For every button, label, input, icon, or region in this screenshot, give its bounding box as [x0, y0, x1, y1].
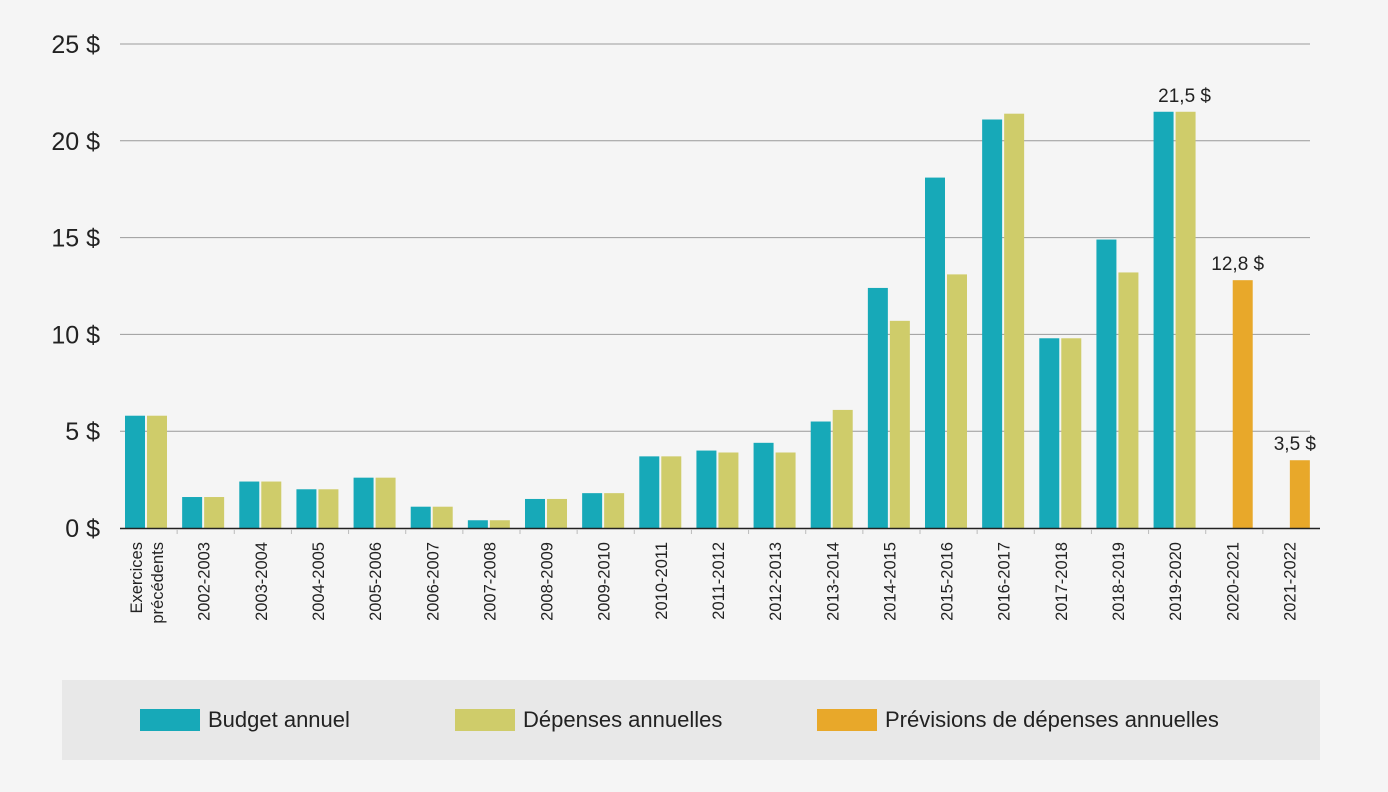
bar-budget — [239, 481, 260, 528]
x-tick-label: 2009-2010 — [596, 542, 614, 621]
legend: Budget annuel Dépenses annuelles Prévisi… — [62, 680, 1320, 760]
x-tick-label: 2016-2017 — [996, 542, 1014, 621]
bar-budget — [353, 477, 374, 528]
x-tick-label: 2006-2007 — [424, 542, 442, 621]
legend-label-budget: Budget annuel — [208, 707, 350, 732]
legend-label-previsions: Prévisions de dépenses annuelles — [885, 707, 1219, 732]
bar-previsions — [1289, 460, 1310, 528]
bar-budget — [582, 493, 603, 528]
bar-budget — [1096, 239, 1117, 528]
bar-depenses — [604, 493, 625, 528]
bar-budget — [410, 506, 431, 528]
legend-swatch-budget — [140, 709, 200, 731]
bar-depenses — [547, 498, 567, 528]
x-tick-label: Exercices précédents — [128, 542, 167, 624]
y-tick-label: 20 $ — [51, 128, 100, 156]
x-tick-label: 2002-2003 — [196, 542, 214, 621]
y-tick-label: 5 $ — [65, 418, 100, 446]
x-tick-label: 2003-2004 — [253, 542, 271, 621]
bar-budget — [867, 287, 888, 528]
bar-budget — [467, 520, 488, 528]
legend-swatch-previsions — [817, 709, 877, 731]
bar-budget — [1153, 111, 1174, 528]
bar-depenses — [1004, 113, 1025, 529]
x-tick-label: 2021-2022 — [1281, 542, 1299, 621]
x-tick-label: 2011-2012 — [710, 542, 728, 620]
bar-depenses — [661, 456, 682, 528]
bar-depenses — [489, 520, 510, 528]
bar-depenses — [147, 415, 167, 528]
x-tick-label: 2018-2019 — [1110, 542, 1128, 621]
bar-depenses — [889, 320, 910, 528]
x-tick-label: 2010-2011 — [653, 542, 671, 620]
x-tick-label: 2019-2020 — [1167, 542, 1185, 621]
bar-depenses — [204, 497, 225, 528]
bar-depenses — [432, 506, 453, 528]
x-tick-label: 2005-2006 — [367, 542, 385, 621]
data-label: 3,5 $ — [1274, 434, 1317, 455]
bar-budget — [982, 119, 1003, 528]
bar-depenses — [947, 274, 967, 528]
bar-budget — [182, 497, 203, 528]
y-tick-label: 15 $ — [51, 225, 100, 253]
legend-swatch-depenses — [455, 709, 515, 731]
legend-item-depenses: Dépenses annuelles — [455, 707, 723, 732]
bar-depenses — [375, 477, 396, 528]
bar-depenses — [1175, 111, 1196, 528]
x-tick-label: 2020-2021 — [1224, 542, 1242, 621]
y-tick-label: 0 $ — [65, 515, 100, 543]
bar-depenses — [832, 409, 853, 528]
bar-budget — [753, 442, 774, 528]
y-tick-label: 25 $ — [51, 31, 100, 59]
x-tick-label: 2013-2014 — [824, 542, 842, 621]
x-tick-label: 2015-2016 — [939, 542, 957, 621]
x-tick-label: 2004-2005 — [310, 542, 328, 621]
bar-chart: 0 $ 5 $ 10 $ 15 $ 20 $ 25 $ Exercices précédent… — [51, 31, 1320, 624]
bar-budget — [525, 498, 545, 528]
bar-budget — [639, 456, 660, 528]
x-tick-label: 2017-2018 — [1053, 542, 1071, 621]
bar-depenses — [261, 481, 282, 528]
x-tick-label: 2007-2008 — [481, 542, 499, 621]
x-tick-label: 2008-2009 — [539, 542, 557, 621]
bar-budget — [810, 421, 831, 528]
legend-item-previsions: Prévisions de dépenses annuelles — [817, 707, 1219, 732]
bar-budget — [296, 489, 317, 528]
y-tick-label: 10 $ — [51, 321, 100, 349]
bar-depenses — [775, 452, 796, 528]
bar-depenses — [718, 452, 739, 528]
x-tick-label: 2012-2013 — [767, 542, 785, 621]
legend-label-depenses: Dépenses annuelles — [523, 707, 723, 732]
data-label: 12,8 $ — [1211, 254, 1264, 275]
bar-depenses — [1061, 338, 1082, 528]
bar-previsions — [1232, 280, 1253, 528]
legend-item-budget: Budget annuel — [140, 707, 350, 732]
x-tick-label: 2014-2015 — [881, 542, 899, 621]
bar-budget — [696, 450, 717, 528]
bar-budget — [1039, 338, 1060, 528]
bar-depenses — [1118, 272, 1139, 528]
bar-budget — [925, 177, 945, 529]
bar-budget — [125, 415, 145, 528]
data-label: 21,5 $ — [1158, 86, 1211, 107]
bar-depenses — [318, 489, 339, 528]
